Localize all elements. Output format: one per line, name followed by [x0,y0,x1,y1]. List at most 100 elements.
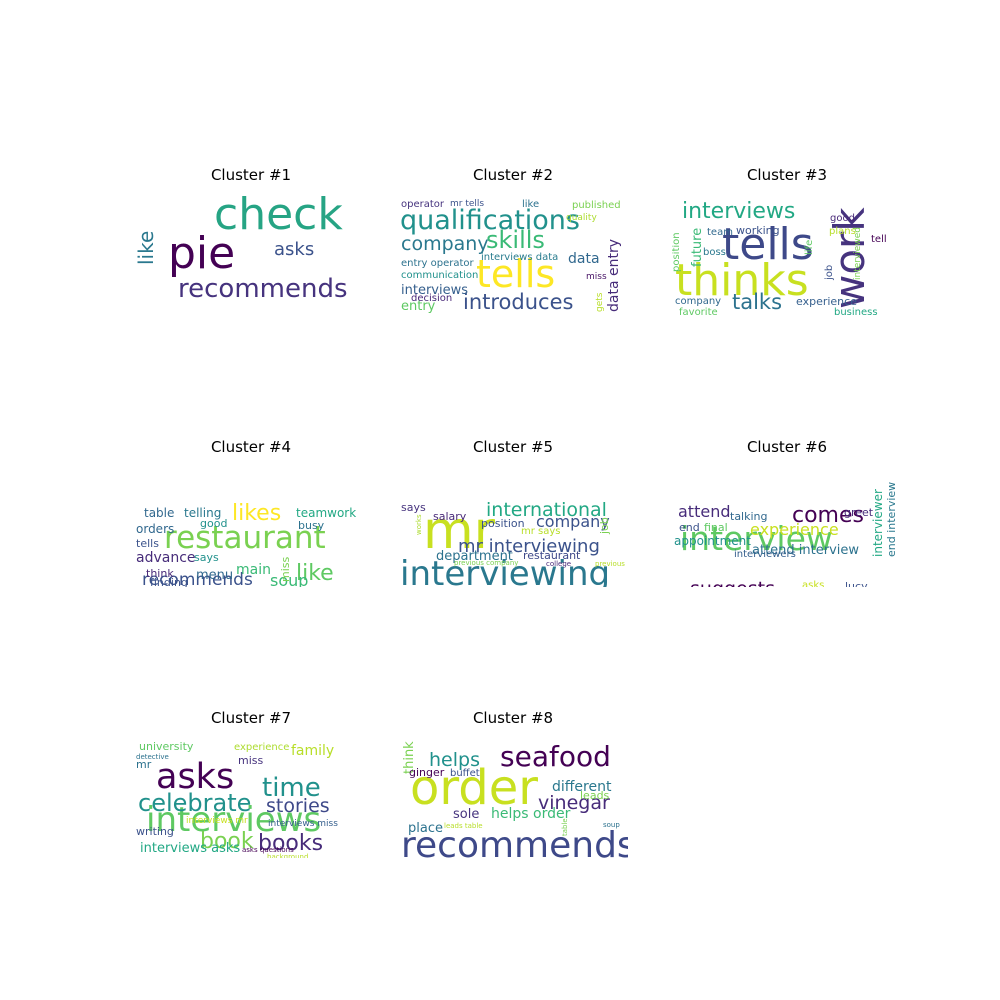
word-mr: mr [800,581,826,587]
word-good: good [200,517,227,530]
word-team: team [707,227,733,238]
word-soup: soup [270,571,308,587]
word-interview: interview [680,519,833,558]
panel-title: Cluster #2 [472,166,554,184]
word-asks-questions: asks questions [242,846,294,854]
wordcloud-panel-3: Cluster #3 interviews tells thinks work talks… [672,166,902,315]
wordcloud-panel-7: Cluster #7 asks interviews celebrate time sto… [136,709,366,858]
wordcloud-panel-6: Cluster #6 interview comes attend experience… [672,438,902,587]
word-asks: asks [802,580,824,587]
word-company: company [675,296,721,307]
word-life: life [804,240,815,255]
word-operator: operator [401,199,445,210]
word-previous-company: previous company [454,559,518,567]
word-interviews: interviews [682,199,795,224]
word-background: background [267,853,308,858]
word-check: check [214,192,343,240]
word-future: future [690,228,705,267]
word-think: think [402,741,417,774]
word-helps: helps [429,749,480,771]
word-boss: boss [703,247,726,258]
word-vinegar: vinegar [538,792,610,814]
word-interviews: interviews [401,283,468,298]
word-mr: mr [423,501,496,561]
word-asks: asks [156,757,234,797]
word-attend-interview: attend interview [752,543,859,558]
word-like: like [522,199,539,210]
panel-title: Cluster #1 [210,166,292,184]
word-plans: plans [829,226,856,237]
word-attend: attend [678,502,731,521]
panel-title: Cluster #7 [210,709,292,727]
word-miss: miss [586,272,607,282]
word-lucy: lucy [845,580,868,587]
word-mr: mr [136,758,152,771]
word-order: order [410,760,538,816]
word-different: different [552,779,612,795]
word-department: department [436,549,513,564]
wordcloud: restaurantlikeslikerecommendssouprestaur… [136,501,356,587]
word-talking: talking [730,510,768,523]
word-ginger: ginger [409,766,445,779]
word-published: published [572,200,621,211]
word-leads: leads [580,789,610,802]
word-experience: experience [796,295,857,308]
panel-title: Cluster #8 [472,709,554,727]
word-interviews-mr: interviews mr [186,816,248,826]
word-orders: orders [136,522,174,536]
word-communication: communication [401,270,478,281]
word-asks: asks [274,239,314,260]
word-mr-says: mr says [521,526,561,537]
word-tells: tells [136,537,159,550]
word-table: table [144,506,174,520]
word-place: place [408,821,443,836]
word-introduces: introduces [463,290,573,314]
word-position: position [481,517,525,530]
word-mr-interviewing: mr interviewing [458,536,600,557]
word-company: company [536,512,610,531]
word-position: position [672,232,682,272]
word-books: books [258,831,323,856]
panel-title: Cluster #6 [746,438,828,456]
wordcloud-panel-8: Cluster #8 order recommends seafood vinegar h… [398,709,628,858]
word-likes: likes [232,501,281,526]
word-helps-order: helps order [491,806,571,822]
word-business: business [834,307,878,315]
word-data-entry: data entry [606,239,622,312]
word-talks: talks [732,290,782,314]
word-experience: experience [750,520,839,539]
word-advance: advance [136,550,196,566]
word-interviewer: interviewer [871,489,885,557]
wordcloud-panel-5: Cluster #5 mrinterviewingwants internation… [398,438,628,587]
word-work: work [825,207,874,309]
word-think: think [146,567,174,580]
word-end-interview: end interview [885,482,898,557]
panel-title: Cluster #3 [746,166,828,184]
wordcloud-panel-1: Cluster #1 check pie recommends asks like [136,166,366,315]
word-restaurant: restaurant [164,520,326,556]
word-college: college [546,560,571,568]
word-menu: menu [196,568,233,583]
word-working: working [736,224,780,237]
wordcloud-panel-4: Cluster #4 restaurant likes like recommends s… [136,438,366,587]
word-end: end [679,521,700,534]
word-data: data [568,251,600,267]
word-decision: decision [411,293,452,304]
word-thinks: thinks [675,255,809,306]
word-like: like [136,231,158,265]
word-quality: quality [566,213,597,223]
word-seafood: seafood [500,740,611,773]
word-teamwork: teamwork [296,506,356,520]
word-says: says [194,551,219,564]
word-miss: miss [279,556,292,582]
word-family: family [291,743,334,759]
word-tells: tells [476,252,555,296]
word-writing: writing [136,825,174,838]
word-book: book [200,829,254,854]
word-recommends: recommends [178,274,348,304]
word-tell: tell [871,234,887,245]
word-previous: previous [595,560,625,568]
